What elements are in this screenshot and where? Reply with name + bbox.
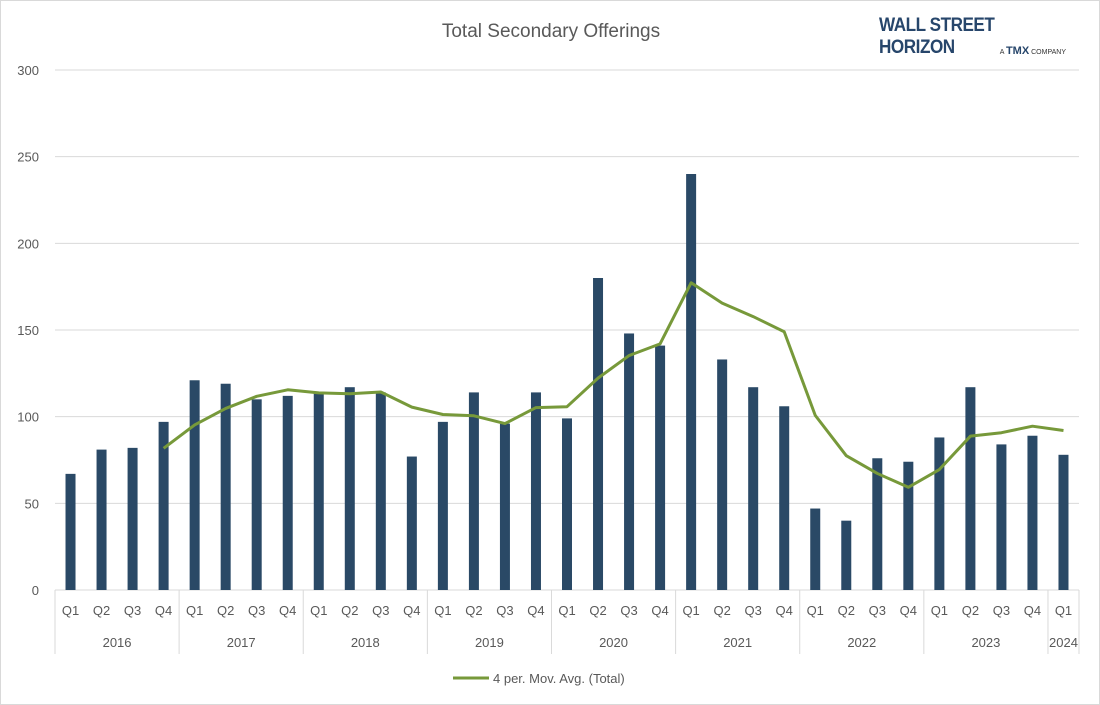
x-quarter-label: Q2 xyxy=(465,603,482,618)
x-quarter-label: Q2 xyxy=(589,603,606,618)
bar xyxy=(624,333,635,590)
x-year-label: 2021 xyxy=(723,635,752,650)
bar xyxy=(220,383,231,590)
y-tick-label: 100 xyxy=(17,410,39,425)
x-year-label: 2019 xyxy=(475,635,504,650)
bar xyxy=(530,392,541,590)
bar xyxy=(127,447,138,590)
x-quarter-label: Q3 xyxy=(372,603,389,618)
x-quarter-label: Q1 xyxy=(186,603,203,618)
logo-tagline: A TMX COMPANY xyxy=(999,45,1066,57)
bar xyxy=(65,473,76,590)
x-quarter-label: Q3 xyxy=(248,603,265,618)
x-quarter-label: Q4 xyxy=(651,603,668,618)
x-year-label: 2024 xyxy=(1049,635,1078,650)
bar xyxy=(965,387,976,590)
x-quarter-label: Q2 xyxy=(962,603,979,618)
bar xyxy=(903,461,914,590)
x-year-label: 2022 xyxy=(847,635,876,650)
y-tick-label: 300 xyxy=(17,63,39,78)
bar xyxy=(717,359,728,590)
x-year-label: 2017 xyxy=(227,635,256,650)
bar xyxy=(810,508,821,590)
bar xyxy=(686,174,697,590)
bar xyxy=(872,458,883,590)
x-quarter-label: Q2 xyxy=(838,603,855,618)
x-quarter-label: Q2 xyxy=(93,603,110,618)
wall-street-horizon-logo: WALL STREET HORIZON A TMX COMPANY xyxy=(879,15,1084,71)
bar xyxy=(437,421,448,590)
bar xyxy=(282,395,293,590)
x-quarter-label: Q4 xyxy=(776,603,793,618)
bar xyxy=(934,437,945,590)
x-quarter-label: Q3 xyxy=(620,603,637,618)
y-tick-label: 50 xyxy=(25,496,39,511)
bar xyxy=(344,387,355,590)
bar xyxy=(841,520,852,590)
x-quarter-label: Q4 xyxy=(900,603,917,618)
bar xyxy=(158,421,169,590)
x-quarter-label: Q4 xyxy=(279,603,296,618)
x-quarter-label: Q1 xyxy=(682,603,699,618)
bar xyxy=(313,392,324,590)
bar xyxy=(406,456,417,590)
x-quarter-label: Q2 xyxy=(713,603,730,618)
x-quarter-label: Q2 xyxy=(217,603,234,618)
x-quarter-label: Q3 xyxy=(745,603,762,618)
bar xyxy=(655,345,666,590)
bar xyxy=(499,423,510,590)
logo-text: WALL STREET HORIZON xyxy=(879,15,995,58)
bar xyxy=(562,418,572,590)
bar xyxy=(779,406,790,590)
x-year-label: 2016 xyxy=(103,635,132,650)
x-year-label: 2020 xyxy=(599,635,628,650)
x-quarter-label: Q1 xyxy=(931,603,948,618)
bar xyxy=(96,449,107,590)
y-tick-label: 250 xyxy=(17,150,39,165)
x-quarter-label: Q4 xyxy=(527,603,544,618)
bar xyxy=(468,392,479,590)
x-quarter-label: Q1 xyxy=(310,603,327,618)
x-quarter-label: Q4 xyxy=(155,603,172,618)
bar xyxy=(593,278,604,590)
x-quarter-label: Q1 xyxy=(558,603,575,618)
x-quarter-label: Q2 xyxy=(341,603,358,618)
legend-label: 4 per. Mov. Avg. (Total) xyxy=(493,671,625,686)
bar xyxy=(1058,454,1069,590)
y-tick-label: 200 xyxy=(17,236,39,251)
x-quarter-label: Q3 xyxy=(496,603,513,618)
x-quarter-label: Q1 xyxy=(807,603,824,618)
bar xyxy=(251,399,262,590)
x-quarter-label: Q1 xyxy=(1055,603,1072,618)
x-quarter-label: Q3 xyxy=(124,603,141,618)
bar xyxy=(996,444,1007,590)
x-quarter-label: Q4 xyxy=(1024,603,1041,618)
bar xyxy=(1027,435,1038,590)
moving-average-line xyxy=(162,281,1064,489)
x-year-label: 2018 xyxy=(351,635,380,650)
bar xyxy=(748,387,759,590)
chart-title: Total Secondary Offerings xyxy=(441,21,661,42)
y-tick-label: 150 xyxy=(17,323,39,338)
bar xyxy=(375,392,386,590)
bar xyxy=(189,380,200,590)
x-quarter-label: Q1 xyxy=(434,603,451,618)
x-quarter-label: Q1 xyxy=(62,603,79,618)
x-quarter-label: Q3 xyxy=(993,603,1010,618)
y-tick-label: 0 xyxy=(32,583,39,598)
x-quarter-label: Q4 xyxy=(403,603,420,618)
x-year-label: 2023 xyxy=(971,635,1000,650)
x-quarter-label: Q3 xyxy=(869,603,886,618)
